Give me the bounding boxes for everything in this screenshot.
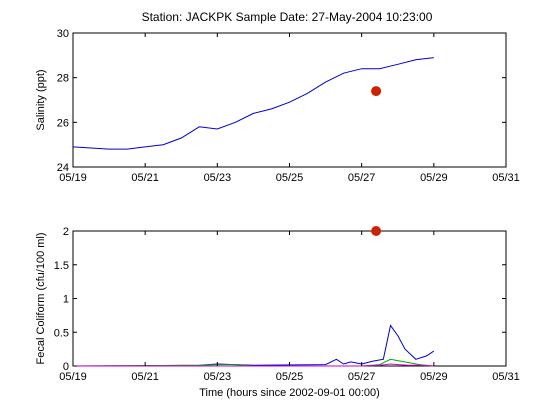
- series-line-3: [73, 363, 434, 367]
- x-tick-label: 05/23: [204, 371, 232, 383]
- x-tick-label: 05/21: [131, 371, 159, 383]
- y-tick-label: 0: [63, 361, 69, 373]
- x-tick-label: 05/31: [492, 172, 520, 184]
- x-tick-label: 05/29: [420, 371, 448, 383]
- x-tick-label: 05/19: [59, 172, 87, 184]
- y-tick-label: 0.5: [54, 327, 69, 339]
- y-tick-label: 24: [57, 162, 69, 174]
- x-tick-label: 05/19: [59, 371, 87, 383]
- sample-point: [371, 226, 382, 236]
- y-tick-label: 1.5: [54, 260, 69, 272]
- x-axis-label: Time (hours since 2002-09-01 00:00): [199, 387, 380, 399]
- x-tick-label: 05/21: [131, 172, 159, 184]
- y-tick-label: 1: [63, 294, 69, 306]
- x-tick-label: 05/31: [492, 371, 520, 383]
- sample-point: [371, 86, 382, 97]
- plot-frame: [72, 32, 507, 168]
- y-tick-label: 26: [57, 117, 69, 129]
- x-tick-label: 05/25: [276, 172, 304, 184]
- y-axis-label: Fecal Coliform (cfu/100 ml): [35, 232, 47, 364]
- plot-frame: [72, 230, 507, 367]
- x-tick-label: 05/23: [204, 172, 232, 184]
- y-tick-label: 28: [57, 73, 69, 85]
- y-tick-label: 2: [63, 226, 69, 238]
- x-tick-label: 05/25: [276, 371, 304, 383]
- chart-title: Station: JACKPK Sample Date: 27-May-2004…: [142, 10, 433, 24]
- x-tick-label: 05/27: [348, 371, 376, 383]
- y-tick-label: 30: [57, 28, 69, 40]
- fecal-coliform-plot: 05/19 05/21 05/23 05/25 05/27 05/29 05/31 0 0.5 1…: [35, 226, 520, 399]
- series-line-1: [72, 57, 434, 150]
- salinity-plot: 05/19 05/21 05/23 05/25 05/27 05/29 05/31 24 26 2…: [35, 28, 520, 184]
- x-tick-label: 05/27: [348, 172, 376, 184]
- x-tick-label: 05/29: [420, 172, 448, 184]
- y-axis-label: Salinity (ppt): [35, 69, 47, 130]
